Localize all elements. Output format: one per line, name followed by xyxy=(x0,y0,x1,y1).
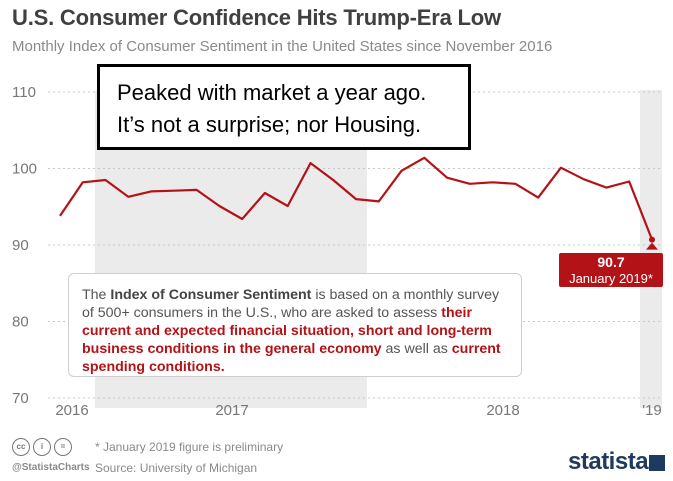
chart-title: U.S. Consumer Confidence Hits Trump-Era … xyxy=(12,5,501,30)
y-tick-label: 100 xyxy=(12,161,37,178)
data-point xyxy=(649,236,655,243)
statista-logo: statista xyxy=(568,448,649,475)
y-tick-label: 110 xyxy=(12,84,36,101)
x-tick-label: 2016 xyxy=(55,402,88,419)
callout-date: January 2019* xyxy=(569,271,653,286)
x-tick-label: '19 xyxy=(642,402,662,419)
note-highlight-2: current spending conditions. xyxy=(82,341,501,375)
source-text: Source: University of Michigan xyxy=(95,461,258,475)
footnote: * January 2019 figure is preliminary xyxy=(95,440,284,454)
chart-subtitle: Monthly Index of Consumer Sentiment in t… xyxy=(12,38,553,55)
note-text-2: is based on a monthly survey of 500+ con… xyxy=(82,287,500,321)
creative-commons-icon: cc xyxy=(12,438,30,456)
statista-logo-mark xyxy=(649,455,665,471)
license-icons: cc i = xyxy=(12,438,75,456)
callout-pointer xyxy=(646,242,658,250)
y-tick-label: 90 xyxy=(12,237,29,254)
y-tick-label: 80 xyxy=(12,314,29,331)
x-tick-label: 2017 xyxy=(215,402,248,419)
latest-value-callout: 90.7 January 2019* xyxy=(559,253,663,287)
annotation-line-2: It’s not a surprise; nor Housing. xyxy=(117,112,422,137)
note-highlight-1: their current and expected financial sit… xyxy=(82,305,492,357)
callout-value: 90.7 xyxy=(597,254,625,270)
twitter-handle: @StatistaCharts xyxy=(12,462,90,473)
note-text-3: as well as xyxy=(381,341,452,357)
no-derivatives-icon: = xyxy=(54,438,72,456)
y-tick-label: 70 xyxy=(12,390,29,407)
definition-note: The Index of Consumer Sentiment is based… xyxy=(68,273,522,377)
note-term: Index of Consumer Sentiment xyxy=(110,287,312,303)
annotation-overlay-box: Peaked with market a year ago. It’s not … xyxy=(97,64,471,150)
x-tick-label: 2018 xyxy=(486,402,519,419)
note-text-1: The xyxy=(82,287,111,303)
attribution-icon: i xyxy=(33,438,51,456)
annotation-line-1: Peaked with market a year ago. xyxy=(117,80,427,105)
